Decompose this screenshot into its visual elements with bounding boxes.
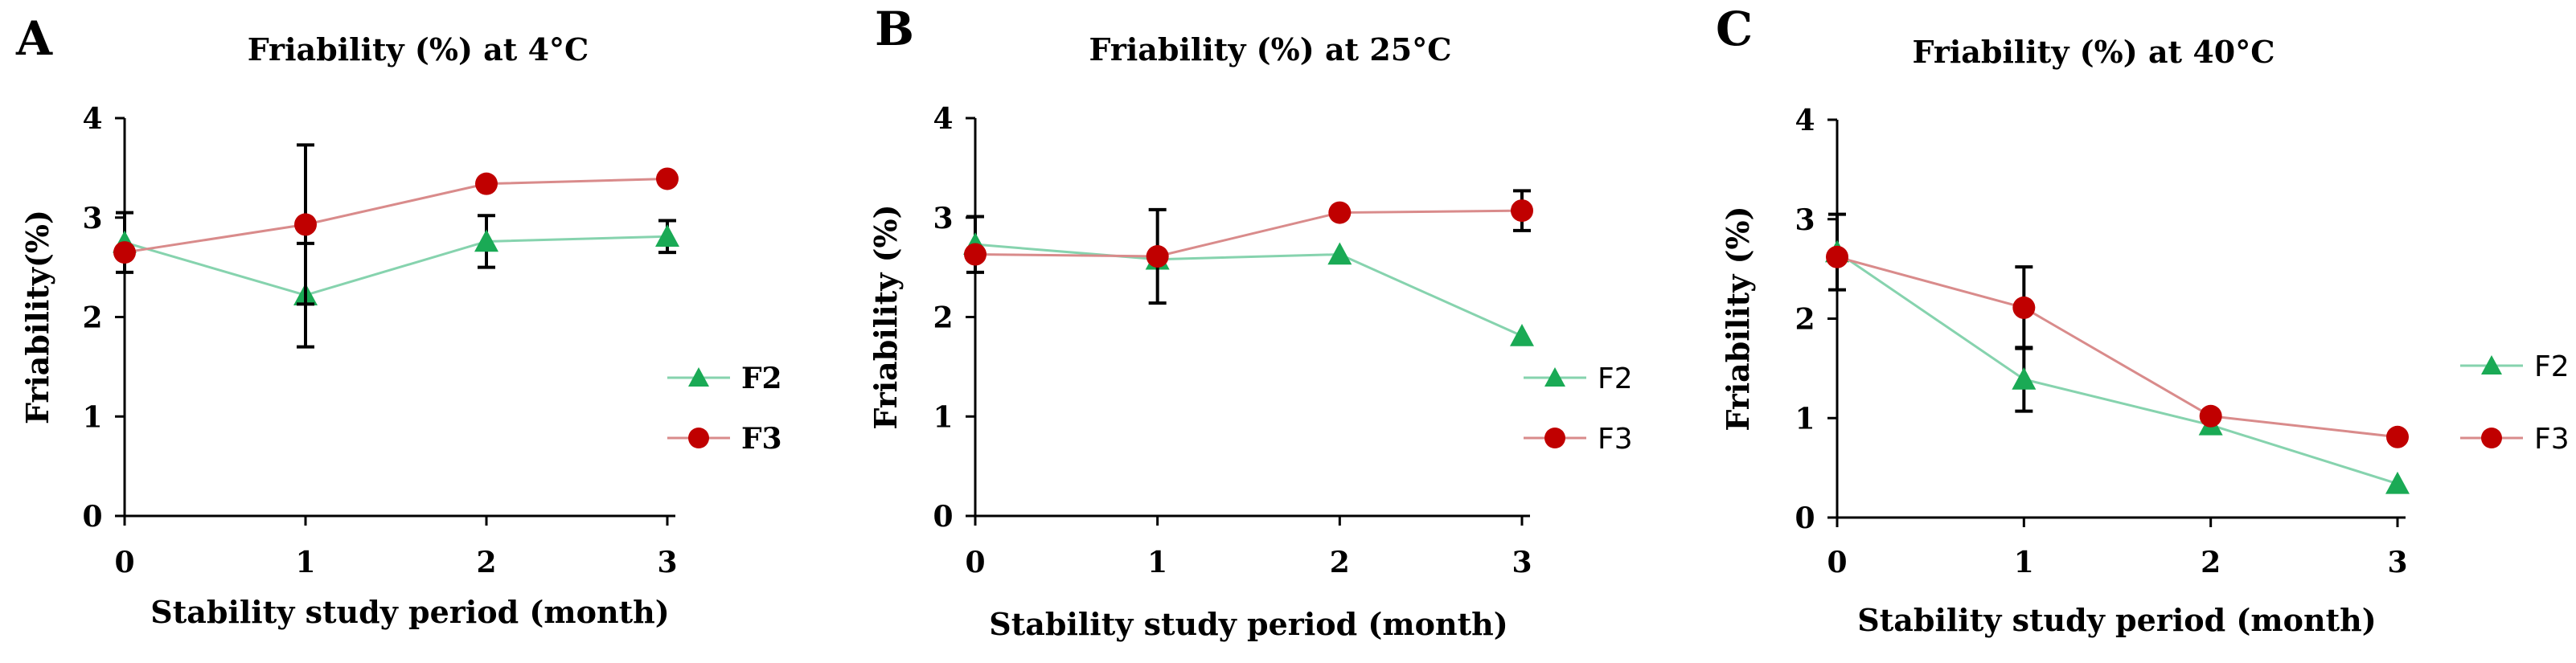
- data-point: [294, 213, 317, 236]
- legend-label: F2: [741, 362, 782, 395]
- legend-label: F3: [1598, 423, 1633, 456]
- x-tick-label: 1: [1147, 546, 1167, 579]
- series-line: [974, 243, 1523, 338]
- x-tick-label: 3: [2387, 546, 2407, 579]
- legend-entry-f3: F3: [2460, 423, 2570, 456]
- x-axis-label: Stability study period (month): [1857, 602, 2376, 638]
- series-line: [124, 235, 668, 297]
- series-f2: [1825, 212, 2410, 494]
- legend-label: F2: [1598, 362, 1633, 395]
- legend-label: F3: [2534, 423, 2570, 456]
- legend-entry-f2: F2: [1524, 362, 1633, 395]
- legend-entry-f3: F3: [1524, 423, 1633, 456]
- y-tick-label: 0: [82, 500, 102, 534]
- y-tick-label: 3: [82, 202, 102, 235]
- y-tick-label: 4: [933, 102, 953, 136]
- y-tick-label: 2: [1795, 303, 1815, 337]
- y-tick-label: 4: [82, 102, 102, 136]
- x-tick-label: 3: [657, 546, 677, 579]
- series-f3: [1826, 245, 2409, 448]
- y-tick-label: 0: [1795, 501, 1815, 535]
- y-tick-label: 1: [933, 400, 953, 434]
- y-tick-label: 3: [1795, 203, 1815, 237]
- legend-marker: [688, 367, 709, 387]
- legend-entry-f2: F2: [2460, 350, 2570, 383]
- data-point: [1327, 242, 1352, 265]
- legend-marker: [688, 428, 709, 448]
- data-point: [2199, 404, 2222, 428]
- data-point: [1146, 245, 1169, 268]
- y-tick-label: 0: [933, 500, 953, 534]
- legend-label: F2: [2534, 350, 2570, 383]
- x-axis-label: Stability study period (month): [989, 606, 1507, 642]
- series-f2: [113, 211, 679, 349]
- data-point: [2012, 366, 2037, 390]
- y-tick-label: 1: [1795, 402, 1815, 436]
- x-tick-label: 0: [1827, 546, 1847, 579]
- legend-marker: [1544, 367, 1565, 387]
- x-tick-label: 2: [2201, 546, 2221, 579]
- series-line: [1836, 251, 2398, 485]
- x-tick-label: 1: [2014, 546, 2034, 579]
- data-point: [2385, 471, 2410, 494]
- legend-marker: [2481, 355, 2502, 375]
- series-f3: [964, 189, 1533, 305]
- chart-title: Friability (%) at 25°C: [1089, 31, 1452, 68]
- panel-letter: B: [875, 2, 914, 56]
- series-line: [974, 209, 1523, 258]
- y-tick-label: 4: [1795, 104, 1815, 137]
- series-f2: [963, 215, 1534, 346]
- data-point: [1328, 201, 1352, 224]
- y-axis-label: Friability (%): [1720, 206, 1756, 431]
- data-point: [1510, 324, 1534, 346]
- legend-marker: [2481, 428, 2502, 448]
- panel-letter: C: [1716, 2, 1753, 56]
- chart-title: Friability (%) at 4°C: [248, 31, 589, 68]
- data-point: [2386, 425, 2409, 448]
- y-axis-label: Friability(%): [19, 210, 55, 424]
- data-point: [655, 224, 679, 248]
- x-tick-label: 2: [476, 546, 496, 579]
- y-axis-label: Friability (%): [868, 204, 904, 429]
- panel-c: C Friability (%) at 40°C 0 1 2 3 4 0 1 2 3 Stabilit…: [1716, 2, 2570, 638]
- y-tick-label: 2: [933, 301, 953, 335]
- series-line: [124, 177, 668, 254]
- legend-entry-f2: F2: [667, 362, 782, 395]
- y-tick-label: 2: [82, 301, 102, 335]
- x-tick-label: 0: [114, 546, 134, 579]
- legend-marker: [1544, 428, 1565, 448]
- series-f3: [113, 143, 679, 306]
- x-tick-label: 1: [295, 546, 315, 579]
- data-point: [474, 229, 498, 252]
- data-point: [113, 241, 136, 264]
- legend-entry-f3: F3: [667, 422, 782, 456]
- data-point: [656, 167, 679, 190]
- panel-a: A Friability (%) at 4°C 0 1 2 3 4 0 1 2 3 Stability…: [15, 11, 782, 630]
- x-tick-label: 2: [1330, 546, 1350, 579]
- x-tick-label: 0: [965, 546, 985, 579]
- y-tick-label: 1: [82, 400, 102, 434]
- x-axis-label: Stability study period (month): [150, 594, 669, 630]
- data-point: [1826, 245, 1848, 268]
- panel-letter: A: [15, 11, 53, 66]
- series-line: [1836, 256, 2398, 439]
- chart-title: Friability (%) at 40°C: [1913, 34, 2275, 70]
- legend-label: F3: [741, 422, 782, 456]
- x-tick-label: 3: [1512, 546, 1532, 579]
- data-point: [2012, 296, 2036, 319]
- data-point: [475, 172, 498, 195]
- data-point: [964, 243, 987, 266]
- data-point: [1511, 199, 1533, 223]
- y-tick-label: 3: [933, 202, 953, 235]
